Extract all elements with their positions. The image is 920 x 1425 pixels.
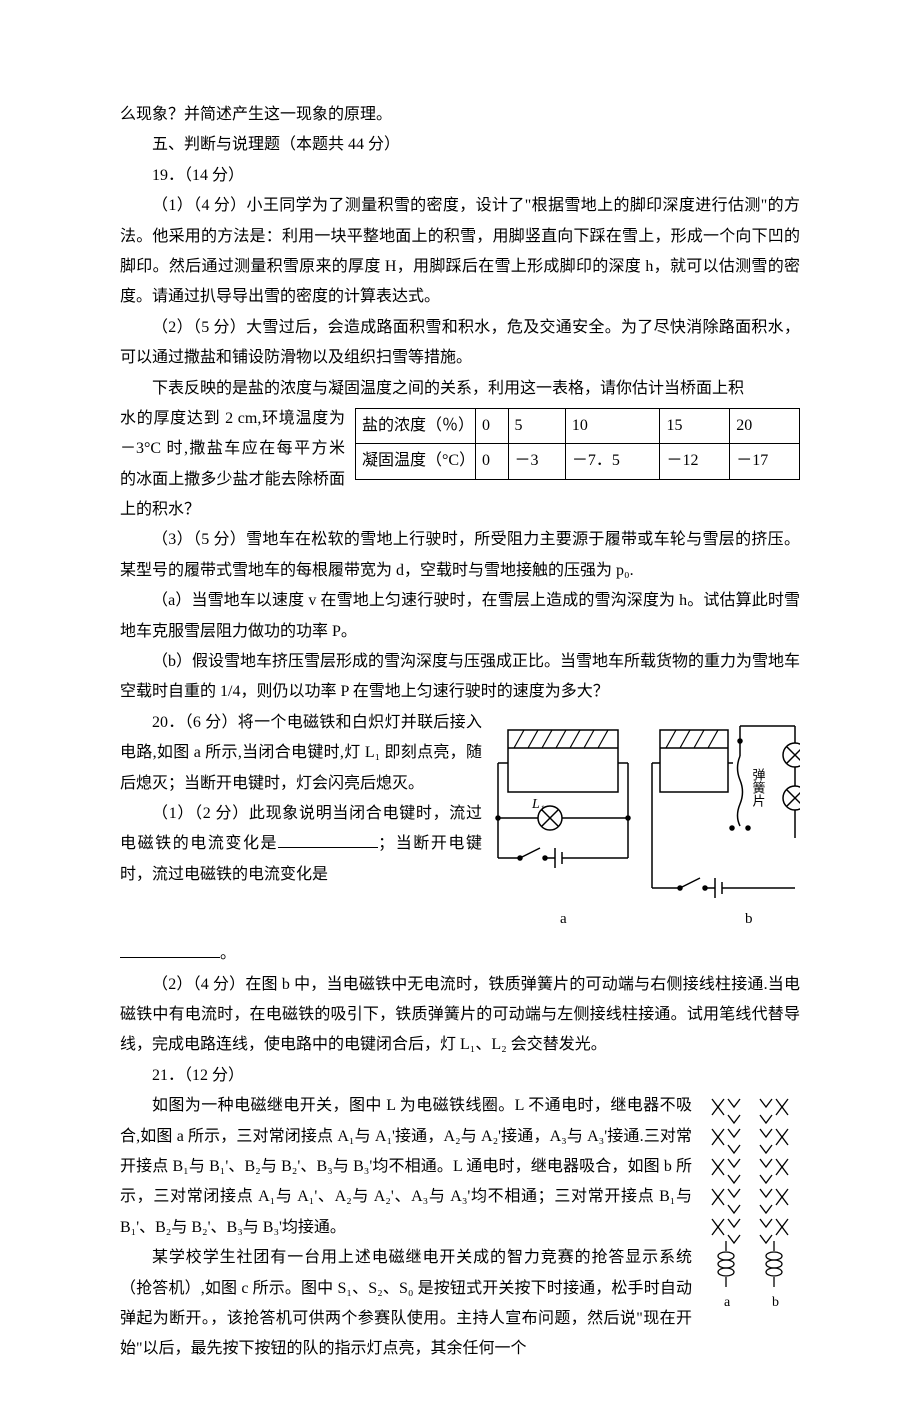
blank-1[interactable] [278,832,378,848]
prev-page-tail: 么现象？并简述产生这一现象的原理。 [120,100,800,130]
section-5-heading: 五、判断与说理题（本题共 44 分） [120,130,800,160]
row1-label: 盐的浓度（％） [356,408,476,443]
cell: －12 [660,444,730,479]
q19-part3-sub: （3）（5 分）雪地车在松软的雪地上行驶时，所受阻力主要源于履带或车轮与雪层的挤… [120,525,800,586]
q21-para2: 某学校学生社团有一台用上述电磁继电开关成的智力竞赛的抢答显示系统（抢答机）,如图… [120,1243,692,1365]
table-row: 盐的浓度（％） 0 5 10 15 20 [356,408,800,443]
q20-part2: （2）（4 分）在图 b 中，当电磁铁中无电流时，铁质弹簧片的可动端与右侧接线柱… [120,970,800,1061]
cell: 15 [660,408,730,443]
table-row: 凝固温度（°C） 0 －3 －7．5 －12 －17 [356,444,800,479]
q19-part2: （2）（5 分）大雪过后，会造成路面积雪和积水，危及交通安全。为了尽快消除路面积… [120,313,800,374]
fig-label-b: b [745,911,753,927]
q20-block: 20．（6 分）将一个电磁铁和白炽灯并联后接入电路,如图 a 所示,当闭合电键时… [120,708,800,939]
salt-table: 盐的浓度（％） 0 5 10 15 20 凝固温度（°C） 0 －3 －7．5 … [355,408,800,480]
q20-intro: 20．（6 分）将一个电磁铁和白炽灯并联后接入电路,如图 a 所示,当闭合电键时… [120,708,482,799]
blank-2[interactable] [120,942,220,958]
q19-number: 19．（14 分） [120,161,800,191]
q20-p1-tail: 。 [120,939,800,969]
cell: 5 [508,408,565,443]
row2-label: 凝固温度（°C） [356,444,476,479]
cell: －3 [508,444,565,479]
q21-block: 如图为一种电磁继电开关，图中 L 为电磁铁线圈。L 不通电时，继电器不吸合,如图… [120,1091,800,1365]
q19-part3a: （a）当雪地车以速度 v 在雪地上匀速行驶时，在雪层上造成的雪沟深度为 h。试估… [120,586,800,647]
q21-number: 21．（12 分） [120,1061,800,1091]
q21-figure: a b [700,1091,800,1332]
q21-fig-b: b [772,1295,779,1310]
q20-figure: L₁ [490,708,800,939]
q20-p1c: 。 [220,945,236,962]
q19-part1: （1）（4 分）小王同学为了测量积雪的密度，设计了"根据雪地上的脚印深度进行估测… [120,191,800,313]
cell: 0 [476,408,509,443]
q20-l1-label-a: L₁ [531,797,545,812]
q19-part3b: （b）假设雪地车挤压雪层形成的雪沟深度与压强成正比。当雪地车所载货物的重力为雪地… [120,647,800,708]
spring-label: 弹簧片 [751,768,766,807]
cell: 20 [730,408,800,443]
cell: 0 [476,444,509,479]
cell: －17 [730,444,800,479]
q19-table-row: 水的厚度达到 2 cm,环境温度为－3°C 时,撒盐车应在每平方米的冰面上撒多少… [120,404,800,526]
relay-diagram: a b [700,1091,800,1321]
circuit-diagram-ab: L₁ [490,708,800,928]
q20-part1: （1）（2 分）此现象说明当闭合电键时，流过电磁铁的电流变化是；当断开电键时，流… [120,799,482,890]
cell: －7．5 [565,444,660,479]
fig-label-a: a [560,911,567,927]
q21-fig-a: a [724,1295,731,1310]
q21-para1: 如图为一种电磁继电开关，图中 L 为电磁铁线圈。L 不通电时，继电器不吸合,如图… [120,1091,692,1243]
q19-part3-lead: 下表反映的是盐的浓度与凝固温度之间的关系，利用这一表格，请你估计当桥面上积 [120,374,800,404]
cell: 10 [565,408,660,443]
q19-part3-left: 水的厚度达到 2 cm,环境温度为－3°C 时,撒盐车应在每平方米的冰面上撒多少… [120,404,345,526]
